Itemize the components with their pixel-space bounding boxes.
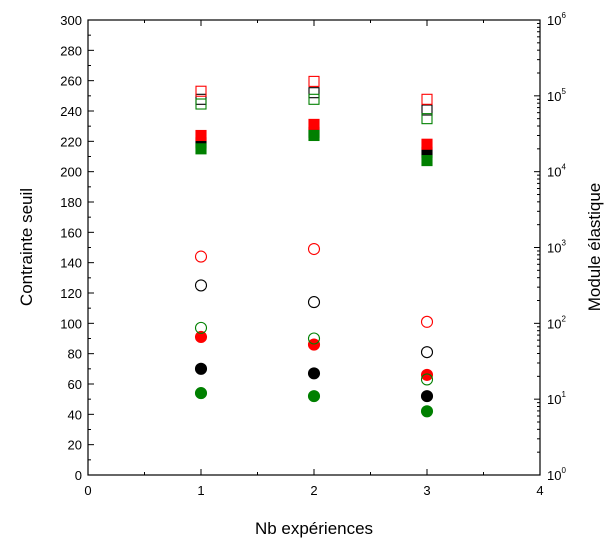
- data-point-circle: [194, 387, 208, 400]
- x-tick-label: 1: [197, 483, 204, 498]
- data-point-circle: [307, 296, 321, 309]
- y-left-tick-label: 120: [60, 286, 82, 301]
- y-left-tick-label: 40: [68, 407, 82, 422]
- data-point-circle: [420, 346, 434, 359]
- y-right-tick-label: 102: [547, 314, 566, 331]
- y-left-tick-label: 100: [60, 316, 82, 331]
- y-left-tick-label: 160: [60, 225, 82, 240]
- data-point-circle: [307, 242, 321, 256]
- data-point-circle: [307, 338, 321, 351]
- data-point-square: [421, 104, 433, 116]
- y-axis-title-right: Module élastique: [585, 183, 604, 312]
- y-left-tick-label: 140: [60, 256, 82, 271]
- axis-ticks: [87, 19, 541, 476]
- y-axis-title-left: Contrainte seuil: [17, 188, 36, 306]
- y-left-tick-label: 260: [60, 74, 82, 89]
- data-point-circle: [307, 367, 321, 380]
- y-right-tick-label: 106: [547, 11, 566, 28]
- y-left-tick-label: 300: [60, 13, 82, 28]
- y-left-tick-label: 20: [68, 438, 82, 453]
- y-left-tick-label: 180: [60, 195, 82, 210]
- data-point-square: [308, 129, 320, 142]
- data-point-square: [195, 85, 207, 97]
- plot-frame: [87, 19, 541, 476]
- data-point-square: [195, 129, 207, 142]
- data-point-circle: [194, 362, 208, 375]
- y-right-tick-label: 103: [547, 239, 566, 256]
- data-point-circle: [420, 373, 434, 386]
- data-point-circle: [420, 405, 434, 418]
- data-point-square: [421, 113, 433, 125]
- y-left-tick-label: 200: [60, 165, 82, 180]
- data-point-circle: [194, 330, 208, 344]
- x-tick-label: 4: [536, 483, 543, 498]
- x-tick-label: 0: [84, 483, 91, 498]
- data-point-square: [421, 138, 433, 150]
- data-point-square: [195, 98, 207, 110]
- data-marks: [194, 75, 434, 418]
- y-right-tick-label: 104: [547, 163, 566, 180]
- data-point-circle: [420, 390, 434, 403]
- y-left-tick-label: 60: [68, 377, 82, 392]
- data-point-square: [421, 93, 433, 105]
- data-point-square: [308, 87, 320, 99]
- y-left-tick-label: 220: [60, 134, 82, 149]
- data-point-circle: [194, 250, 208, 263]
- y-right-tick-label: 101: [547, 390, 566, 407]
- data-point-circle: [420, 315, 434, 328]
- y-left-tick-label: 240: [60, 104, 82, 119]
- data-point-square: [308, 75, 320, 87]
- data-point-circle: [194, 321, 208, 334]
- data-point-square: [308, 93, 320, 105]
- data-point-square: [308, 118, 320, 130]
- data-point-circle: [420, 368, 434, 381]
- x-axis-title: Nb expériences: [255, 519, 373, 538]
- x-tick-label: 3: [423, 483, 430, 498]
- y-left-tick-label: 280: [60, 43, 82, 58]
- x-tick-label: 2: [310, 483, 317, 498]
- data-point-square: [421, 155, 433, 167]
- tick-labels: 0 1 2 3 402040608010012014016018020022024026…: [60, 11, 566, 498]
- y-right-tick-label: 100: [547, 466, 566, 483]
- data-point-circle: [194, 279, 208, 292]
- data-point-circle: [307, 390, 321, 403]
- y-right-tick-label: 105: [547, 87, 566, 104]
- y-left-tick-label: 0: [75, 468, 82, 483]
- y-left-tick-label: 80: [68, 347, 82, 362]
- data-point-square: [195, 143, 207, 155]
- data-point-circle: [307, 332, 321, 345]
